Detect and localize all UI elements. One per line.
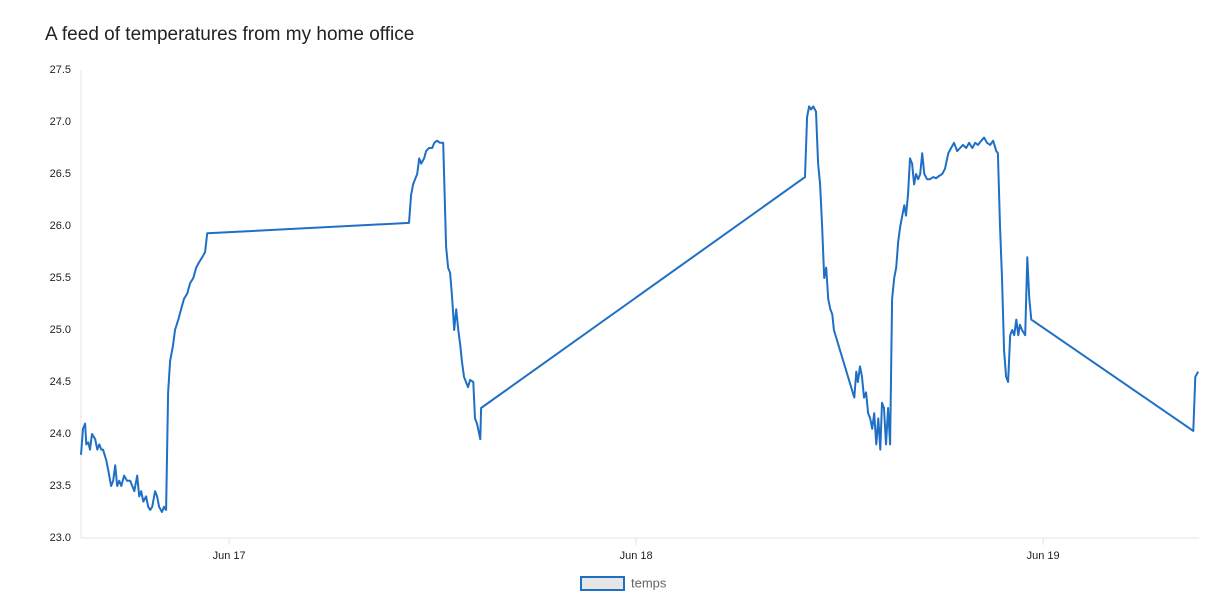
legend-swatch <box>580 576 625 591</box>
y-tick-label: 25.0 <box>50 324 71 336</box>
y-tick-label: 23.5 <box>50 480 71 492</box>
y-tick-label: 25.5 <box>50 272 71 284</box>
chart-title: A feed of temperatures from my home offi… <box>45 24 414 45</box>
line-series <box>80 105 1200 513</box>
y-tick-label: 24.5 <box>50 376 71 388</box>
y-tick-label: 26.0 <box>50 220 71 232</box>
y-tick-label: 23.0 <box>50 532 71 544</box>
y-tick-label: 26.5 <box>50 168 71 180</box>
y-tick-label: 27.0 <box>50 116 71 128</box>
y-tick-label: 27.5 <box>50 64 71 76</box>
y-tick-label: 24.0 <box>50 428 71 440</box>
legend-label: temps <box>631 575 667 590</box>
x-tick-label: Jun 18 <box>620 550 653 562</box>
x-tick-label: Jun 17 <box>213 550 246 562</box>
x-tick-label: Jun 19 <box>1027 550 1060 562</box>
